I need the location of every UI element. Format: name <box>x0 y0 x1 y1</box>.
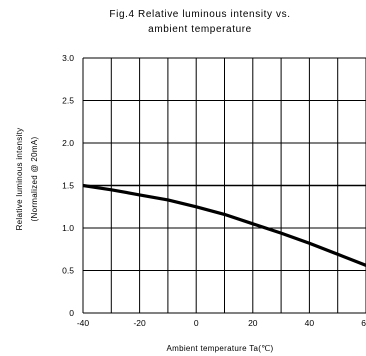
y-tick-label: 0.5 <box>62 266 74 276</box>
y-tick-label: 3.0 <box>62 53 74 63</box>
y-axis-label-line-2: (Normalized @ 20mA) <box>30 136 39 221</box>
x-tick-labels: -40 -20 0 20 40 60 <box>77 318 366 328</box>
x-tick-label: 0 <box>194 318 199 328</box>
x-tick-label: 20 <box>248 318 258 328</box>
y-tick-label: 2.0 <box>62 138 74 148</box>
x-tick-label: 60 <box>361 318 366 328</box>
y-tick-label: 1.5 <box>62 181 74 191</box>
y-tick-label: 1.0 <box>62 223 74 233</box>
series-line <box>82 183 366 267</box>
chart-title-line-1: Fig.4 Relative luminous intensity vs. <box>109 9 290 20</box>
y-axis-label-line-1: Relative luminous intensity <box>15 128 24 231</box>
chart-title-line-2: ambient temperature <box>148 24 252 35</box>
y-tick-label: 0 <box>69 308 74 318</box>
series-group <box>82 183 366 267</box>
x-axis-label: Ambient temperature Ta(℃) <box>166 344 273 353</box>
x-tick-label: 40 <box>305 318 315 328</box>
y-tick-label: 2.5 <box>62 96 74 106</box>
x-tick-label: -40 <box>77 318 90 328</box>
y-tick-labels: 0 0.5 1.0 1.5 2.0 2.5 3.0 <box>62 53 74 318</box>
x-tick-label: -20 <box>133 318 146 328</box>
